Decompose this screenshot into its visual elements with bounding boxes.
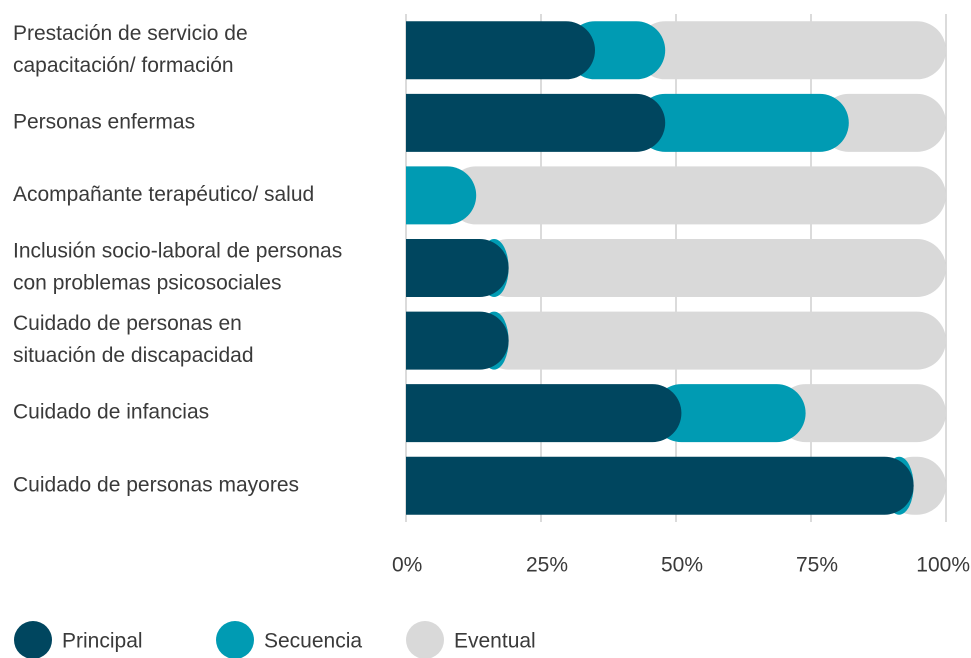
bar-segment (479, 311, 946, 370)
category-label: Prestación de servicio de (13, 22, 248, 45)
bar-segment (406, 239, 509, 297)
category-label: Cuidado de personas mayores (13, 473, 299, 496)
legend-swatch (14, 621, 52, 658)
bar-segment (636, 93, 849, 152)
bar-segment (776, 384, 946, 443)
bar-segment (819, 93, 946, 152)
category-label: Inclusión socio-laboral de personas (13, 240, 342, 263)
legend-swatch (406, 621, 444, 658)
bar-segment (406, 384, 682, 443)
x-tick-label: 25% (526, 554, 568, 577)
bar-segment (406, 311, 509, 370)
bar-segment (447, 166, 946, 225)
legend-label: Principal (62, 630, 143, 653)
category-label: capacitación/ formación (13, 54, 234, 77)
x-tick-label: 0% (392, 554, 422, 577)
legend-label: Eventual (454, 630, 536, 653)
category-label: con problemas psicosociales (13, 272, 281, 295)
bar-segment (406, 166, 477, 225)
x-tick-label: 50% (661, 554, 703, 577)
bars (377, 21, 946, 515)
category-label: Cuidado de infancias (13, 401, 209, 424)
category-label: Cuidado de personas en (13, 312, 242, 335)
legend-label: Secuencia (264, 630, 362, 653)
x-tick-label: 100% (916, 554, 970, 577)
bar-segment (652, 384, 806, 443)
bar-segment (636, 21, 946, 80)
category-label: situación de discapacidad (13, 344, 254, 367)
bar-segment (479, 239, 946, 297)
bar-segment (377, 166, 406, 224)
legend-swatch (216, 621, 254, 658)
category-label: Acompañante terapéutico/ salud (13, 183, 314, 206)
bar-segment (406, 93, 666, 152)
x-tick-label: 75% (796, 554, 838, 577)
category-label: Personas enfermas (13, 110, 195, 133)
bar-segment (406, 456, 914, 515)
bar-segment (406, 21, 595, 80)
